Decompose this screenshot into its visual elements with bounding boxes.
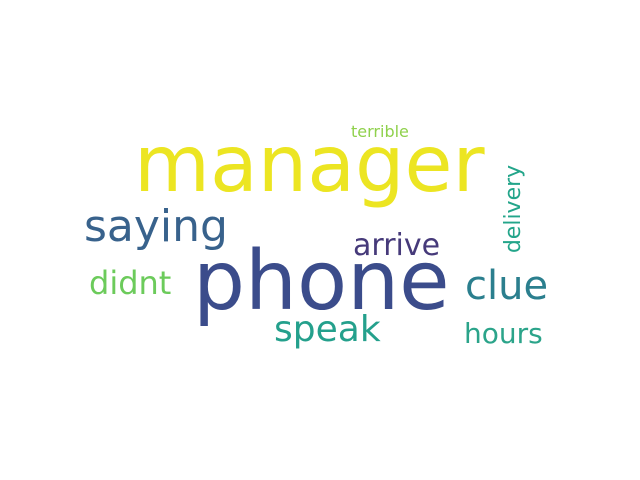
word-delivery: delivery [501, 164, 527, 254]
word-speak: speak [274, 309, 381, 350]
word-hours: hours [464, 317, 543, 350]
word-arrive: arrive [353, 228, 441, 263]
word-saying: saying [84, 201, 228, 252]
word-terrible: terrible [351, 122, 409, 141]
word-manager: manager [134, 120, 485, 210]
word-clue: clue [465, 263, 549, 309]
word-phone: phone [193, 234, 450, 329]
word-didnt: didnt [89, 264, 172, 302]
